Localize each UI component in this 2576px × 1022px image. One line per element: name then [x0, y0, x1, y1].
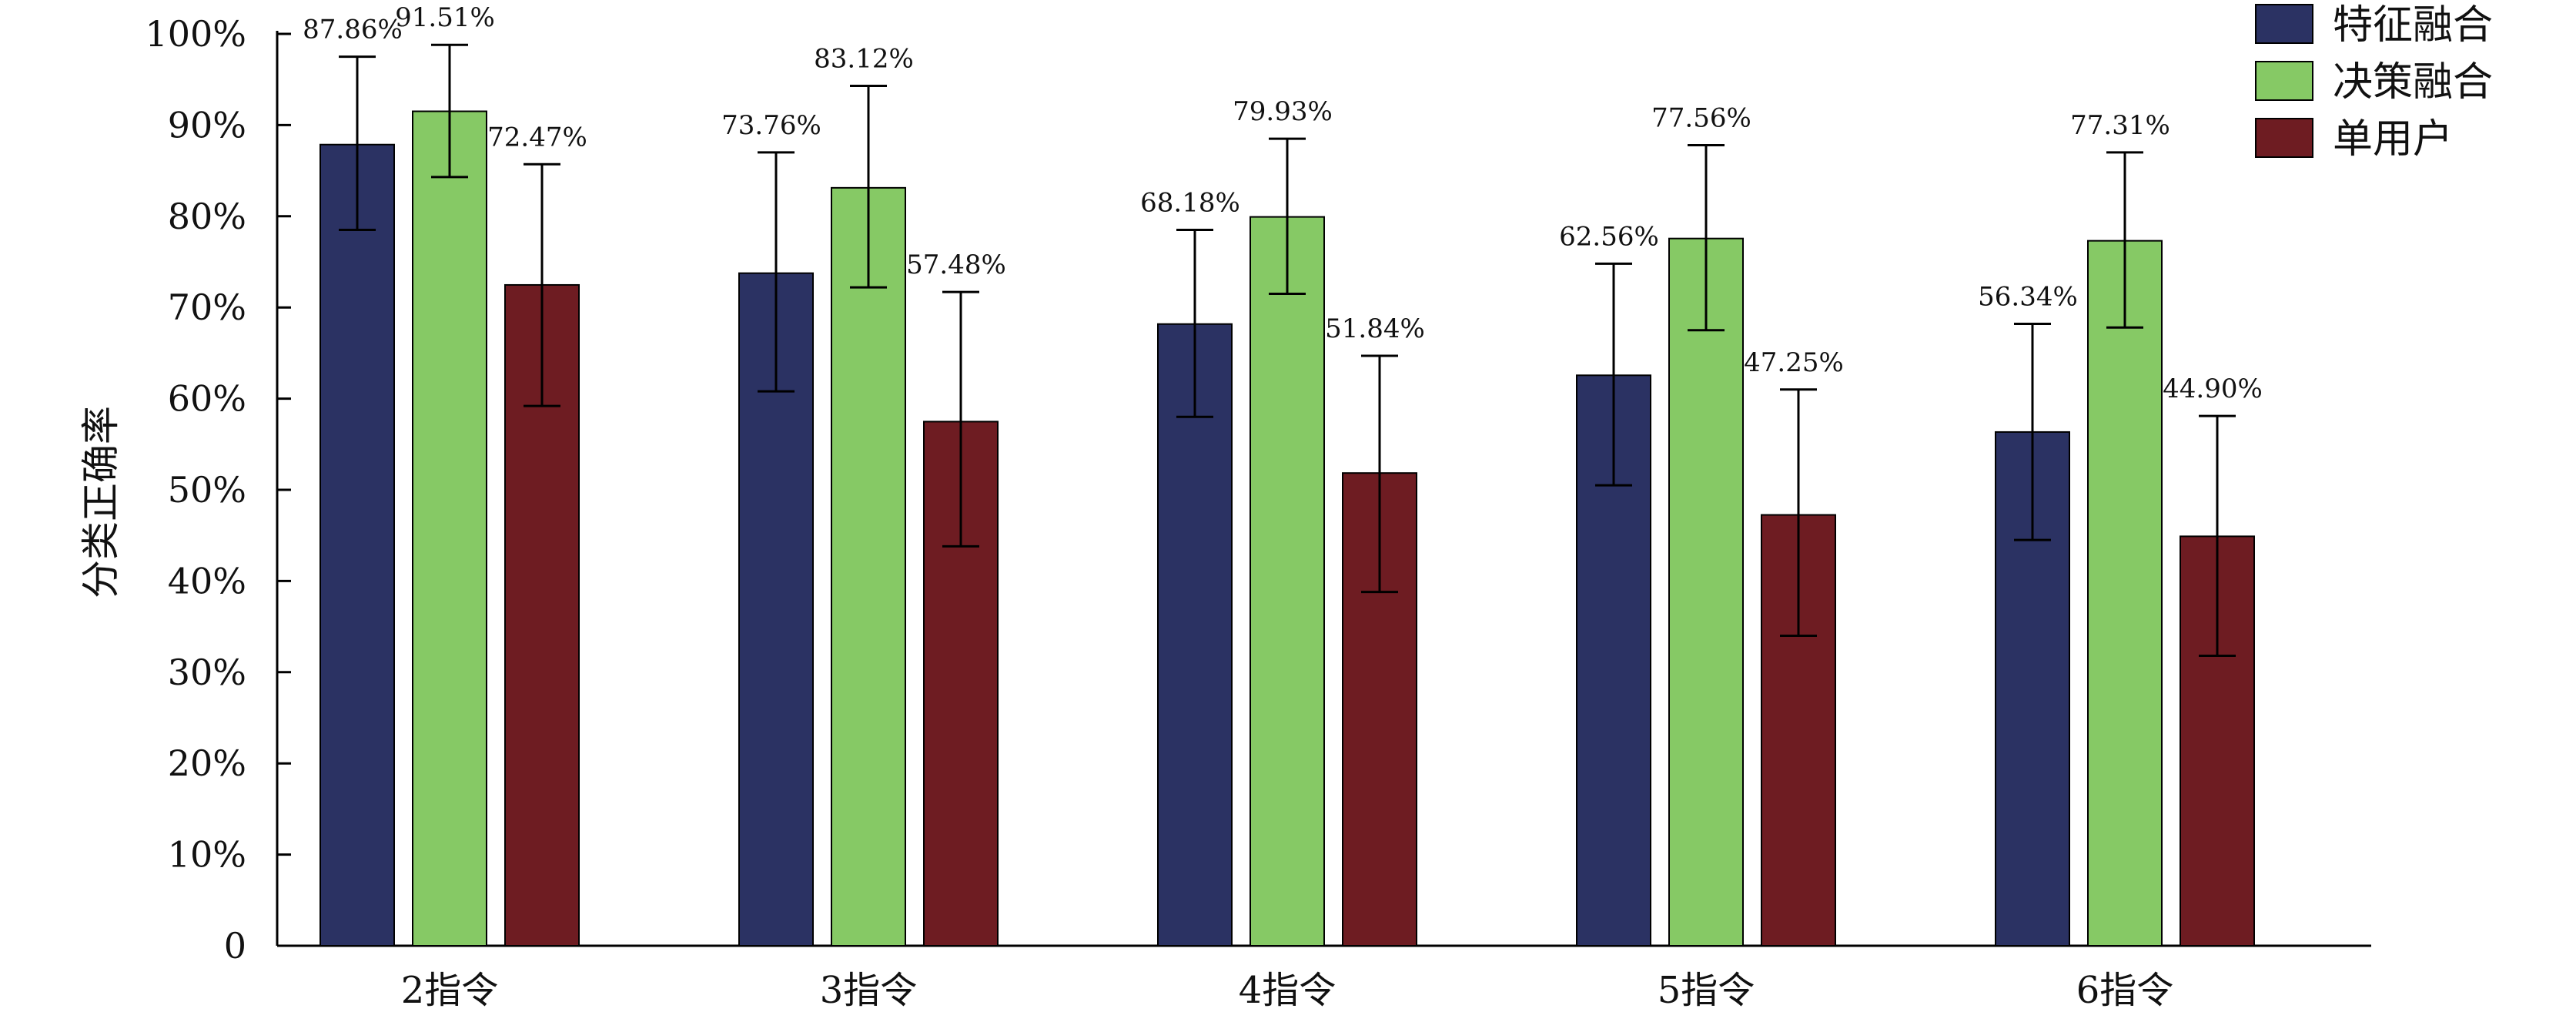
y-axis-label: 分类正确率: [79, 406, 123, 598]
x-category-label: 2指令: [401, 969, 499, 1012]
legend-swatch: [2255, 118, 2313, 158]
data-label: 62.56%: [1559, 221, 1659, 252]
y-tick-label: 30%: [168, 652, 246, 693]
bar: [319, 143, 395, 947]
x-category-label: 4指令: [1239, 969, 1337, 1012]
data-label: 56.34%: [1978, 282, 2078, 313]
error-bars: [339, 43, 2236, 657]
data-label: 47.25%: [1744, 347, 1844, 378]
y-tick-label: 90%: [168, 104, 246, 146]
y-tick-label: 20%: [168, 742, 246, 784]
data-labels: 87.86%91.51% 72.47% 73.76% 83.12% 57.48% 68.1…: [303, 2, 2263, 404]
data-label: 72.47%: [487, 122, 587, 152]
legend-swatch: [2255, 4, 2313, 44]
x-category-label: 5指令: [1658, 969, 1755, 1012]
data-label: 79.93%: [1233, 96, 1333, 127]
x-category-label: 6指令: [2076, 969, 2174, 1012]
bar: [1250, 216, 1325, 947]
y-tick-label: 70%: [168, 286, 246, 328]
bar: [1157, 323, 1233, 947]
y-tick-label: 80%: [168, 196, 246, 237]
data-label: 73.76%: [721, 110, 821, 141]
x-category-label: 3指令: [820, 969, 918, 1012]
bar: [923, 421, 999, 947]
data-label: 57.48%: [906, 250, 1006, 280]
bar: [412, 110, 487, 947]
legend-label: 特征融合: [2333, 2, 2493, 49]
data-label: 51.84%: [1325, 313, 1425, 344]
data-label: 83.12%: [814, 43, 914, 74]
y-tick-label: 50%: [168, 469, 246, 511]
y-tick-label: 100%: [145, 13, 246, 55]
data-label: 77.56%: [1651, 102, 1751, 133]
bar: [1668, 237, 1744, 947]
y-tick-label: 60%: [168, 378, 246, 420]
y-axis-ticks: 0 10% 20% 30% 40% 50% 60% 70% 80% 90% 100%: [145, 13, 291, 967]
y-tick-label: 40%: [168, 560, 246, 601]
y-tick-label: 10%: [168, 834, 246, 876]
legend-swatch: [2255, 61, 2313, 101]
data-label: 44.90%: [2163, 374, 2263, 404]
data-label: 87.86%: [303, 15, 403, 45]
x-axis-categories: 2指令 3指令 4指令 5指令 6指令: [401, 969, 2174, 1012]
bar: [2087, 240, 2163, 947]
data-label: 68.18%: [1140, 188, 1240, 219]
bar: [831, 186, 906, 947]
data-label: 77.31%: [2070, 110, 2170, 141]
y-tick-label: 0: [224, 925, 246, 967]
legend-label: 决策融合: [2333, 59, 2493, 106]
data-label: 91.51%: [395, 2, 495, 33]
legend-label: 单用户: [2333, 116, 2453, 163]
